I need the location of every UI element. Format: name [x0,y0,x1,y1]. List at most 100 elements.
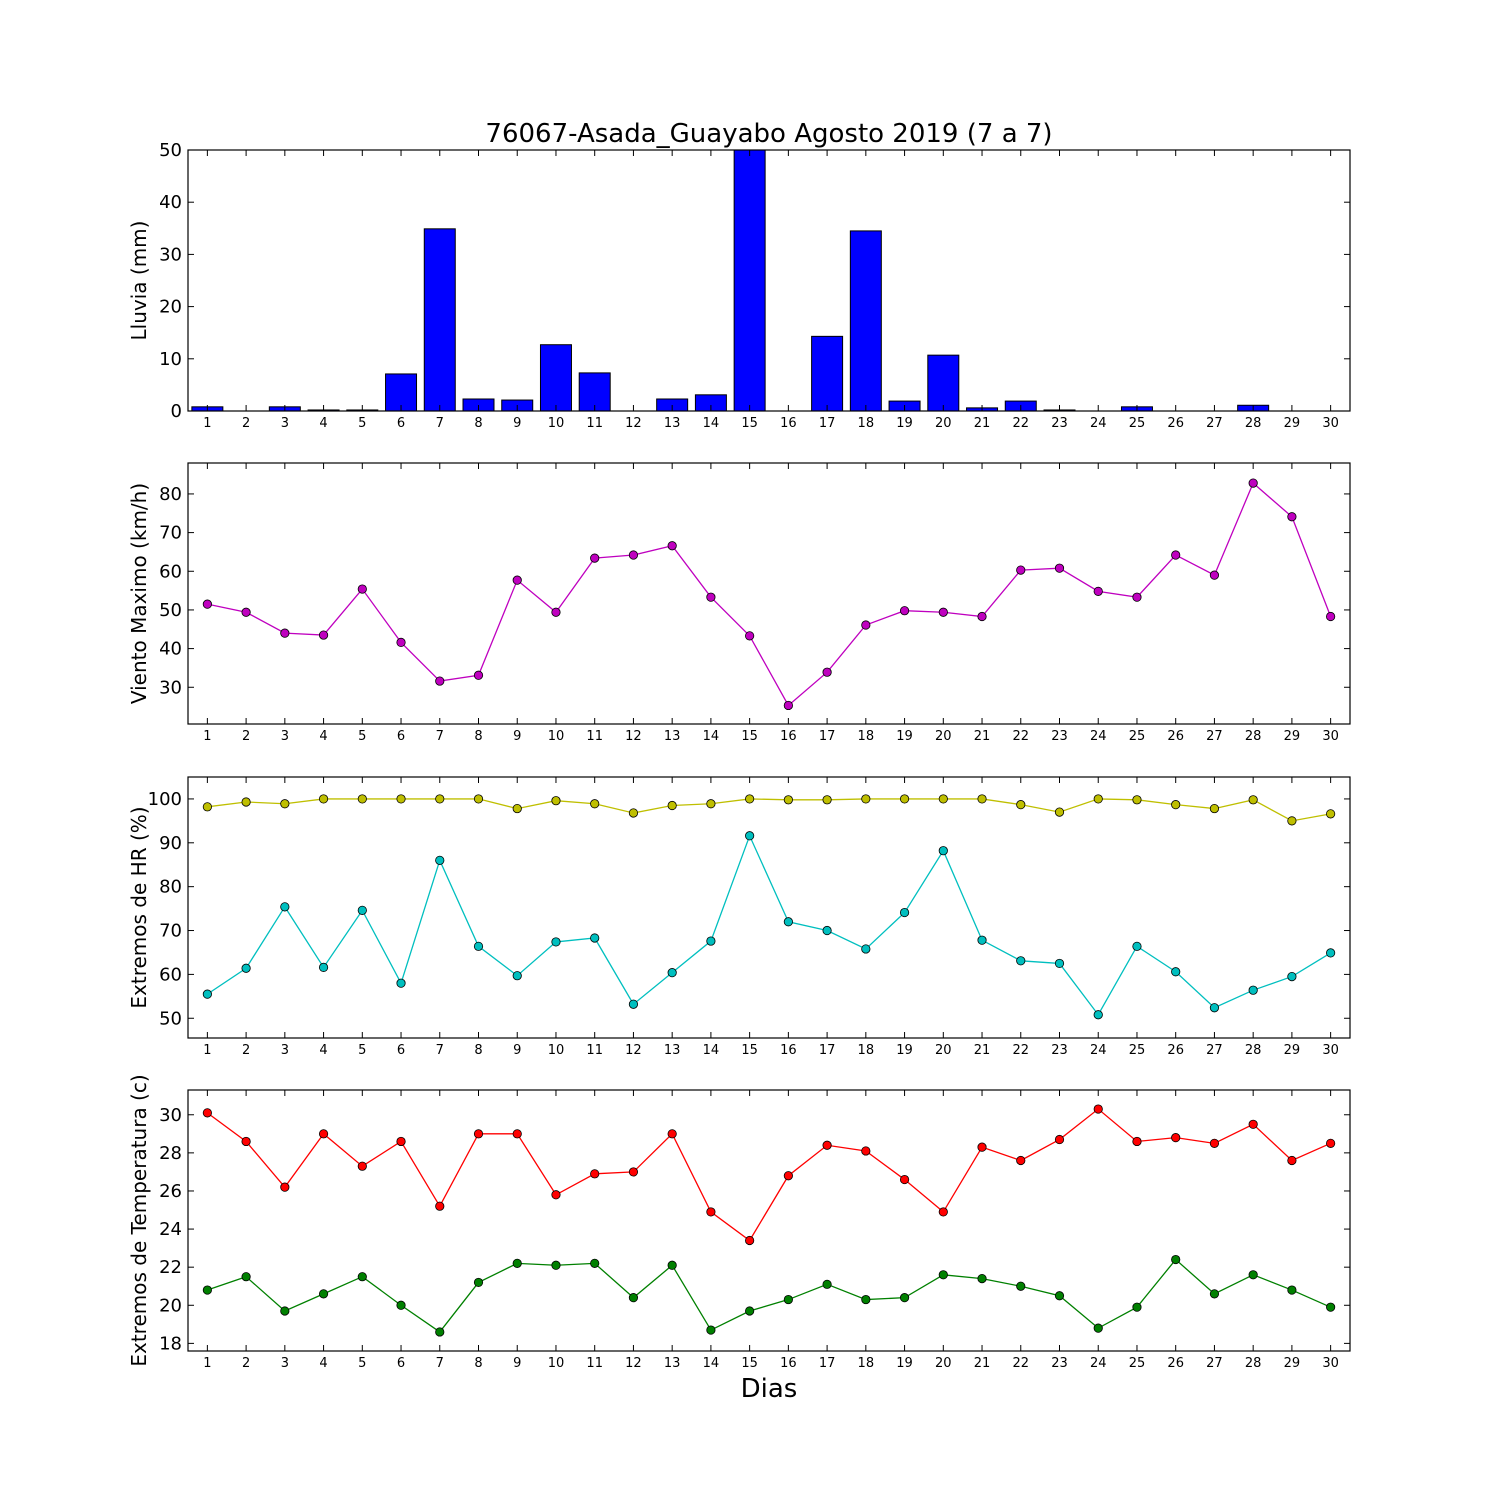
humidity-series-1-point-day-10 [551,796,561,806]
humidity-series-1-point-day-12 [628,808,639,818]
humidity-x-tick-label: 6 [397,1043,405,1058]
temperature-series-2-point-day-21 [977,1274,987,1284]
humidity-series-2-point-day-4 [318,962,329,972]
temperature-series-1-point-day-30 [1326,1138,1336,1148]
temperature-series-2-point-day-25 [1132,1302,1142,1312]
rain-x-tick-label: 13 [664,416,681,431]
humidity-x-tick-label: 1 [203,1043,211,1058]
temperature-series-2-point-day-11 [590,1258,600,1268]
humidity-series-2-line [207,834,1331,1016]
humidity-series-2-point-day-9 [512,971,522,981]
temperature-y-tick-label: 30 [159,1105,182,1126]
rain-x-tick-label: 28 [1245,416,1262,431]
temperature-x-tick-label: 18 [858,1356,875,1371]
humidity-series-1-point-day-30 [1326,809,1336,819]
humidity-x-tick-label: 28 [1245,1043,1262,1058]
temperature-series-1-line [206,1108,1331,1242]
wind-series-1-point-day-26 [1171,550,1181,560]
wind-series-1-point-day-22 [1016,565,1026,575]
humidity-series-1-point-day-13 [667,800,677,811]
wind-x-tick-label: 26 [1167,729,1184,744]
humidity-x-tick-label: 20 [935,1043,952,1058]
wind-y-tick-label: 70 [159,523,182,544]
rain-x-tick-label: 17 [819,416,836,431]
rain-bar-day-6 [385,373,418,412]
temperature-series-2-point-day-5 [357,1272,367,1282]
temperature-series-2-point-day-6 [396,1300,406,1310]
temperature-y-tick-label: 28 [159,1143,182,1164]
temperature-x-tick-label: 8 [474,1356,482,1371]
wind-y-tick-label: 40 [159,639,182,660]
wind-x-tick-label: 3 [281,729,289,744]
temperature-x-tick-label: 2 [242,1356,250,1371]
wind-series-1-point-day-29 [1287,512,1297,522]
temperature-series-2-point-day-22 [1016,1281,1026,1291]
temperature-x-tick-label: 11 [586,1356,603,1371]
temperature-series-2-point-day-1 [202,1285,212,1295]
temperature-plot-frame [187,1089,1351,1352]
humidity-series-2-point-day-6 [396,978,406,988]
humidity-series-2-point-day-22 [1016,956,1026,966]
humidity-x-tick-label: 27 [1206,1043,1223,1058]
temperature-series-1-point-day-14 [706,1207,716,1217]
temperature-series-1-point-day-10 [551,1190,561,1200]
temperature-series-2-point-day-17 [822,1279,832,1289]
humidity-y-axis-label: Extremos de HR (%) [127,806,151,1008]
temperature-series-2-point-day-24 [1093,1323,1103,1333]
panel-temperature: 1 2 3 4 5 6 7 8 9 10 11 12 13 14 15 16 17 18 19 20 21 22 23 24 2… [127,1074,1351,1371]
humidity-series-1-point-day-17 [822,795,832,805]
wind-x-tick-label: 6 [397,729,405,744]
humidity-series-1-point-day-8 [473,794,484,804]
temperature-series-1-point-day-17 [822,1140,832,1150]
humidity-series-1-point-day-26 [1171,800,1181,810]
temperature-x-tick-label: 25 [1129,1356,1146,1371]
wind-x-tick-label: 4 [319,729,327,744]
humidity-series-2 [202,831,1336,1020]
humidity-series-2-point-day-17 [822,925,832,936]
rain-x-tick-label: 24 [1090,416,1107,431]
temperature-x-tick-label: 9 [513,1356,521,1371]
humidity-x-tick-label: 21 [974,1043,991,1058]
temperature-x-tick-label: 23 [1051,1356,1068,1371]
temperature-x-tick-label: 22 [1012,1356,1029,1371]
rain-x-tick-label: 14 [703,416,720,431]
wind-series-1-point-day-19 [899,606,910,616]
panel-rain: 1 2 3 4 5 6 7 8 9 10 11 12 13 14 15 16 17 18 19 20 21 22 23 24 2… [127,140,1351,431]
humidity-y-tick-label: 80 [159,877,182,898]
humidity-x-tick-label: 29 [1284,1043,1301,1058]
temperature-y-axis-label: Extremos de Temperatura (c) [127,1074,151,1366]
temperature-x-tick-label: 1 [203,1356,211,1371]
temperature-series-1-point-day-18 [861,1146,871,1156]
temperature-series-1-point-day-27 [1209,1138,1220,1148]
rain-x-tick-label: 15 [741,416,758,431]
temperature-series-1-point-day-24 [1093,1104,1103,1114]
wind-series-1-point-day-20 [938,607,948,617]
humidity-series-2-point-day-8 [473,941,484,951]
rain-y-tick-label: 30 [159,244,182,265]
temperature-series-2-line [207,1258,1331,1333]
wind-x-tick-label: 17 [819,729,836,744]
temperature-series-1-point-day-22 [1016,1155,1026,1166]
rain-y-tick-label: 40 [159,192,182,213]
wind-series-1-point-day-28 [1248,478,1258,488]
humidity-y-tick-label: 90 [159,833,182,854]
humidity-x-tick-label: 14 [703,1043,720,1058]
wind-x-tick-label: 22 [1012,729,1029,744]
humidity-series-2-point-day-23 [1054,958,1065,969]
rain-x-tick-label: 30 [1322,416,1339,431]
temperature-series-1-point-day-16 [783,1171,793,1181]
temperature-series-2-point-day-3 [280,1306,290,1316]
humidity-x-tick-label: 12 [625,1043,642,1058]
humidity-series-1-point-day-18 [861,794,871,804]
humidity-series-1-point-day-27 [1209,803,1220,814]
panel-wind: 1 2 3 4 5 6 7 8 9 10 11 12 13 14 15 16 17 18 19 20 21 22 23 24 2… [127,462,1351,744]
temperature-series-2-point-day-19 [899,1293,910,1303]
humidity-x-tick-label: 15 [741,1043,758,1058]
rain-x-tick-label: 18 [858,416,875,431]
rain-x-tick-label: 7 [436,416,444,431]
temperature-series-2-point-day-26 [1171,1254,1181,1265]
humidity-series-2-point-day-29 [1287,971,1297,982]
temperature-series-1-point-day-7 [435,1201,445,1211]
humidity-series-1-point-day-28 [1248,795,1258,805]
